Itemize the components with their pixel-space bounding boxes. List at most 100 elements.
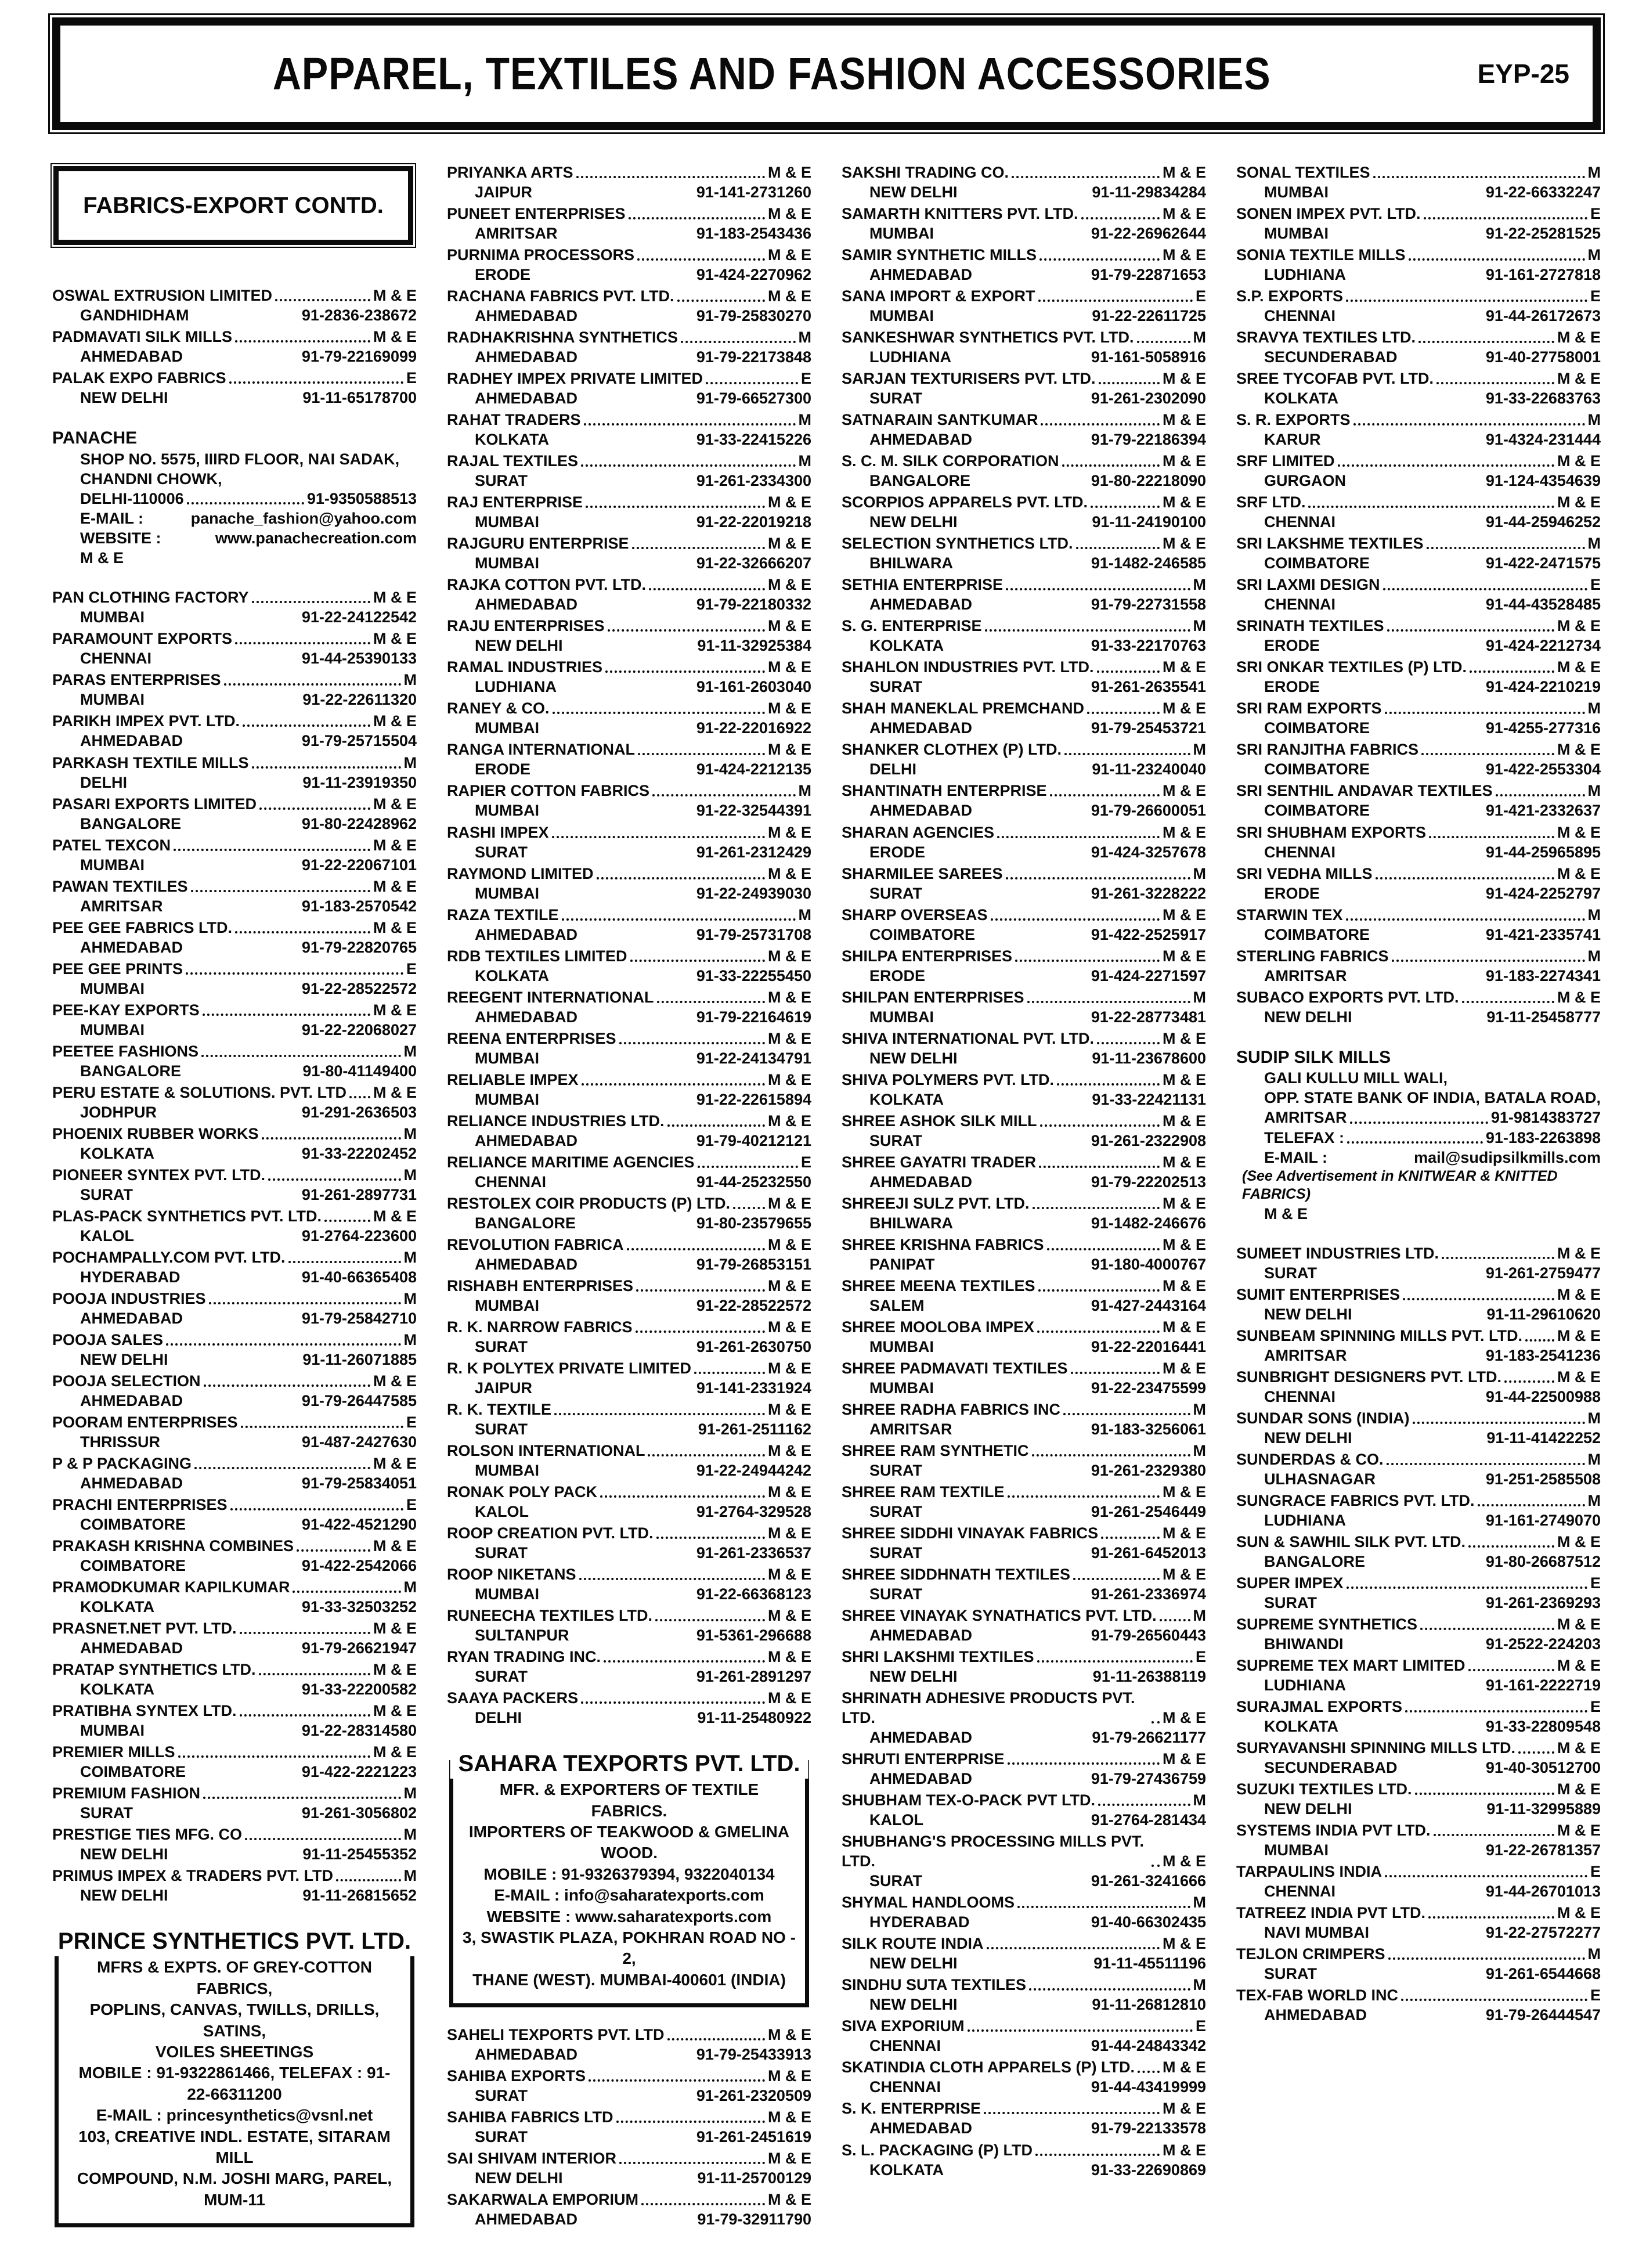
info-line-left: TELEFAX : bbox=[1264, 1128, 1345, 1146]
listing-city-line: CHENNAI 91-44-25946252 bbox=[1236, 512, 1601, 532]
listing-city: AHMEDABAD bbox=[869, 1770, 972, 1788]
listing-name: PARAS ENTERPRISES bbox=[52, 671, 221, 689]
listing-name: PALAK EXPO FABRICS bbox=[52, 369, 226, 387]
listing-phone: 91-161-2603040 bbox=[696, 678, 811, 696]
dot-leader bbox=[1346, 299, 1587, 302]
listing-phone: 91-79-22871653 bbox=[1091, 266, 1206, 284]
listing-city: MUMBAI bbox=[475, 1296, 539, 1314]
listing-city: CHENNAI bbox=[1264, 596, 1336, 614]
listing-entry: SHUBHANG'S PROCESSING MILLS PVT. LTD. M &… bbox=[842, 1831, 1206, 1891]
listing-phone: 91-33-22170763 bbox=[1091, 637, 1206, 655]
listing-name-line: RANEY & CO. M & E bbox=[447, 698, 811, 718]
listing-entry: POOJA INDUSTRIES M AHMEDABAD 91-79-25842710 bbox=[52, 1289, 417, 1328]
listing-name: OSWAL EXTRUSION LIMITED bbox=[52, 287, 273, 305]
dot-leader bbox=[1046, 1247, 1160, 1250]
listing-city: MUMBAI bbox=[475, 802, 539, 820]
listing-code: M & E bbox=[767, 1029, 811, 1047]
listing-name: SUBACO EXPORTS PVT. LTD. bbox=[1236, 988, 1459, 1006]
listing-city: BANGALORE bbox=[80, 814, 181, 832]
listing-phone: 91-424-2252797 bbox=[1485, 884, 1601, 902]
listing-name: SURAJMAL EXPORTS bbox=[1236, 1697, 1403, 1715]
listing-entry: SHAHLON INDUSTRIES PVT. LTD. M & E SURAT 91… bbox=[842, 657, 1206, 697]
listing-city: AHMEDABAD bbox=[475, 2211, 577, 2229]
listing-code: M & E bbox=[767, 947, 811, 965]
listing-code: M & E bbox=[767, 2150, 811, 2168]
listing-code: M & E bbox=[1162, 411, 1206, 429]
listing-phone: 91-40-66302435 bbox=[1091, 1913, 1206, 1931]
listing-name: SHILPAN ENTERPRISES bbox=[842, 988, 1024, 1006]
listing-code: M & E bbox=[767, 246, 811, 264]
listing-name: PATEL TEXCON bbox=[52, 836, 171, 854]
listing-phone: 91-33-22683763 bbox=[1485, 390, 1601, 408]
dot-leader bbox=[234, 340, 370, 343]
listing-name-line: RISHABH ENTERPRISES M & E bbox=[447, 1276, 811, 1296]
listing-entry: PAWAN TEXTILES M & E AMRITSAR 91-183-257054… bbox=[52, 877, 417, 916]
listing-name: REEGENT INTERNATIONAL bbox=[447, 988, 654, 1006]
listing-city: NEW DELHI bbox=[869, 1955, 958, 1973]
listing-entry: PRESTIGE TIES MFG. CO M NEW DELHI 91-11-254… bbox=[52, 1825, 417, 1864]
listing-phone: 91-487-2427630 bbox=[301, 1433, 417, 1451]
listing-name: POOJA INDUSTRIES bbox=[52, 1289, 206, 1307]
listing-code: E bbox=[800, 370, 811, 388]
listing-phone: 91-22-22016922 bbox=[696, 719, 811, 737]
listing-phone: 91-22-66332247 bbox=[1485, 183, 1601, 201]
page-header: APPAREL, TEXTILES AND FASHION ACCESSORIE… bbox=[48, 13, 1605, 134]
listing-entry: PATEL TEXCON M & E MUMBAI 91-22-22067101 bbox=[52, 835, 417, 875]
listing-code: M bbox=[403, 1578, 417, 1596]
listing-entry: PRIYANKA ARTS M & E JAIPUR 91-141-2731260 bbox=[447, 163, 811, 202]
listing-city: NEW DELHI bbox=[475, 2169, 563, 2187]
listing-code: M & E bbox=[1557, 452, 1601, 470]
listing-name: PRESTIGE TIES MFG. CO bbox=[52, 1826, 243, 1844]
listing-name: STARWIN TEX bbox=[1236, 906, 1343, 924]
listing-entry: RAJGURU ENTERPRISE M & E MUMBAI 91-22-32666… bbox=[447, 533, 811, 573]
listing-entry: SRI LAKSHME TEXTILES M COIMBATORE 91-422-24… bbox=[1236, 533, 1601, 573]
listing-entry: SREE TYCOFAB PVT. LTD. M & E KOLKATA 91-33-… bbox=[1236, 369, 1601, 408]
listing-name-line: SUNDERDAS & CO. M bbox=[1236, 1449, 1601, 1469]
listing-name-line: RYAN TRADING INC. M & E bbox=[447, 1647, 811, 1667]
listing-name: RUNEECHA TEXTILES LTD. bbox=[447, 1607, 653, 1625]
listing-city-line: NEW DELHI 91-11-29834284 bbox=[842, 182, 1206, 202]
listing-city-line: NEW DELHI 91-11-45511196 bbox=[842, 1953, 1206, 1973]
listing-entry: SHRI LAKSHMI TEXTILES E NEW DELHI 91-11-263… bbox=[842, 1647, 1206, 1686]
listing-phone: 91-261-2451619 bbox=[696, 2128, 811, 2146]
listing-city-line: CHENNAI 91-44-25232550 bbox=[447, 1172, 811, 1192]
listing-city: CHENNAI bbox=[869, 2037, 941, 2055]
listing-city-line: CHENNAI 91-44-22500988 bbox=[1236, 1387, 1601, 1407]
listing-entry: P & P PACKAGING M & E AHMEDABAD 91-79-25834… bbox=[52, 1454, 417, 1493]
listing-name: SREE TYCOFAB PVT. LTD. bbox=[1236, 370, 1434, 388]
listing-entry: PALAK EXPO FABRICS E NEW DELHI 91-11-651787… bbox=[52, 368, 417, 408]
listing-entry: SUNDAR SONS (INDIA) M NEW DELHI 91-11-41422… bbox=[1236, 1408, 1601, 1448]
listing-city-line: MUMBAI 91-22-66368123 bbox=[447, 1584, 811, 1604]
listing-city-line: SURAT 91-261-2897731 bbox=[52, 1185, 417, 1205]
listing-name-line: PRESTIGE TIES MFG. CO M bbox=[52, 1825, 417, 1844]
listing-entry: PUNEET ENTERPRISES M & E AMRITSAR 91-183-25… bbox=[447, 204, 811, 243]
listing-name-line: RACHANA FABRICS PVT. LTD. M & E bbox=[447, 286, 811, 306]
listing-phone: 91-261-2511162 bbox=[698, 1420, 811, 1438]
listing-phone: 91-22-28773481 bbox=[1091, 1008, 1206, 1026]
listing-city: DELHI bbox=[475, 1709, 522, 1727]
advertisement-box: SAHARA TEXPORTS PVT. LTD. MFR. & EXPORTER… bbox=[449, 1749, 809, 2008]
advertisement-line: MFRS & EXPTS. OF GREY-COTTON FABRICS, bbox=[97, 1958, 372, 1997]
listing-code: M & E bbox=[767, 535, 811, 553]
listing-city: ERODE bbox=[1264, 678, 1320, 696]
listing-name: SHREE ASHOK SILK MILL bbox=[842, 1112, 1037, 1130]
listing-phone: 91-80-22218090 bbox=[1091, 472, 1206, 490]
listing-code: M & E bbox=[1557, 658, 1601, 676]
listing-name-line: PRATAP SYNTHETICS LTD. M & E bbox=[52, 1660, 417, 1679]
listing-name: SURYAVANSHI SPINNING MILLS LTD. bbox=[1236, 1739, 1516, 1757]
listing-phone: 91-79-26621947 bbox=[301, 1639, 417, 1657]
dot-leader bbox=[1098, 1803, 1190, 1807]
listing-city-line: BHILWARA 91-1482-246676 bbox=[842, 1213, 1206, 1233]
listing-code: E bbox=[1590, 1986, 1601, 2004]
listing-name: PADMAVATI SILK MILLS bbox=[52, 328, 232, 346]
listing-phone: 91-261-2320509 bbox=[696, 2087, 811, 2105]
listing-city: AHMEDABAD bbox=[475, 1255, 577, 1273]
listing-name-line: SHAH MANEKLAL PREMCHAND M & E bbox=[842, 698, 1206, 718]
listing-city: SURAT bbox=[869, 1503, 922, 1521]
dot-leader bbox=[733, 1206, 765, 1209]
listing-code: M & E bbox=[1162, 370, 1206, 388]
listing-phone: 91-261-2336974 bbox=[1091, 1585, 1206, 1603]
listing-city-line: LUDHIANA 91-161-2603040 bbox=[447, 677, 811, 697]
listing-name-line: SAMIR SYNTHETIC MILLS M & E bbox=[842, 245, 1206, 265]
listing-name-line: S. C. M. SILK CORPORATION M & E bbox=[842, 451, 1206, 471]
